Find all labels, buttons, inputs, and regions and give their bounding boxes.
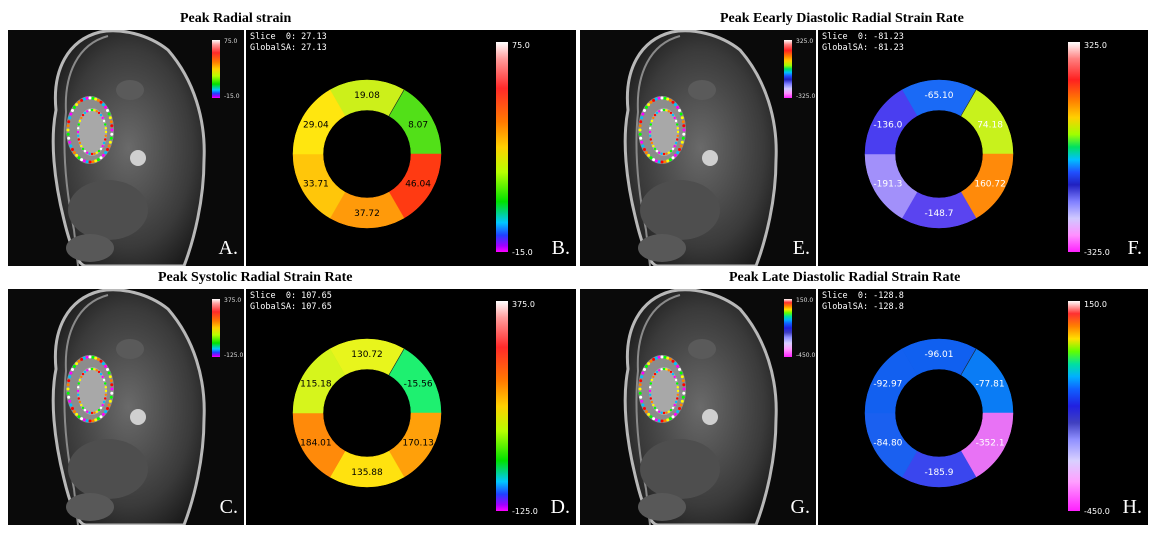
color-scale — [496, 301, 508, 511]
color-scale — [1068, 301, 1080, 511]
panel-title: Peak Radial strain — [180, 11, 292, 26]
ring-segment — [292, 89, 346, 155]
scale-max-label: 150.0 — [1084, 300, 1107, 309]
panel-letter: E. — [792, 237, 810, 259]
segment-value-label: -15.56 — [404, 380, 433, 390]
segment-value-label: -65.10 — [924, 91, 953, 101]
mri-scale-min-label: -450.0 — [796, 352, 816, 359]
segment-value-label: -352.1 — [976, 439, 1005, 449]
mri-scan-drawing — [51, 30, 206, 266]
scale-max-label: 75.0 — [512, 41, 530, 50]
mri-image: 150.0 -450.0 G. — [580, 289, 816, 525]
color-scale — [1068, 42, 1080, 252]
mri-scale-min-label: -325.0 — [796, 93, 816, 100]
panel-letter: H. — [1122, 496, 1142, 518]
global-sa-readout: GlobalSA: 107.65 — [250, 302, 332, 312]
segment-value-label: 170.13 — [402, 439, 434, 449]
segment-value-label: -191.3 — [873, 180, 902, 190]
segment-value-label: 160.72 — [974, 180, 1006, 190]
segment-value-label: 8.07 — [408, 121, 428, 131]
segment-value-label: 130.72 — [351, 350, 383, 360]
polar-map-ring: 130.72 -15.56 170.13 135.88 184.01 115.18 — [292, 338, 442, 488]
segment-value-label: -77.81 — [976, 380, 1005, 390]
segment-value-label: 33.71 — [303, 180, 329, 190]
segment-value-label: -84.80 — [873, 439, 902, 449]
mri-color-scale — [784, 40, 792, 98]
segment-value-label: -148.7 — [924, 209, 953, 219]
polar-map-ring: -96.01 -77.81 -352.1 -185.9 -84.80 -92.97 — [864, 338, 1014, 488]
polar-map-ring: -65.10 74.18 160.72 -148.7 -191.3 -136.0 — [864, 79, 1014, 229]
mri-image: 75.0 -15.0 A. — [8, 30, 244, 266]
panel-title: Peak Systolic Radial Strain Rate — [158, 270, 353, 285]
global-sa-readout: GlobalSA: -81.23 — [822, 43, 904, 53]
segment-value-label: 37.72 — [354, 209, 380, 219]
slice-readout: Slice 0: -81.23 — [822, 32, 904, 42]
mri-color-scale — [212, 40, 220, 98]
segment-value-label: -136.0 — [873, 121, 902, 131]
mri-scale-max-label: 75.0 — [224, 38, 238, 45]
slice-readout: Slice 0: -128.8 — [822, 291, 904, 301]
segment-value-label: -185.9 — [924, 468, 953, 478]
scale-min-label: -450.0 — [1084, 507, 1110, 516]
mri-scan-drawing — [623, 30, 778, 266]
global-sa-readout: GlobalSA: -128.8 — [822, 302, 904, 312]
ring-segment — [864, 348, 918, 414]
panel-letter: D. — [550, 496, 570, 518]
global-sa-readout: GlobalSA: 27.13 — [250, 43, 327, 53]
mri-image: 325.0 -325.0 E. — [580, 30, 816, 266]
polar-map-panel: Slice 0: -81.23 GlobalSA: -81.23 -65.10 74.… — [818, 30, 1148, 266]
mri-scale-max-label: 150.0 — [796, 297, 814, 304]
panel-title: Peak Late Diastolic Radial Strain Rate — [729, 270, 961, 285]
segment-value-label: 115.18 — [300, 380, 332, 390]
segment-value-label: 46.04 — [405, 180, 431, 190]
panel-letter: G. — [790, 496, 810, 518]
scale-max-label: 325.0 — [1084, 41, 1107, 50]
polar-map-ring: 19.08 8.07 46.04 37.72 33.71 29.04 — [292, 79, 442, 229]
segment-value-label: 19.08 — [354, 91, 380, 101]
polar-map-panel: Slice 0: -128.8 GlobalSA: -128.8 -96.01 -77… — [818, 289, 1148, 525]
ring-segment — [864, 89, 918, 155]
slice-readout: Slice 0: 107.65 — [250, 291, 332, 301]
panel-letter: A. — [218, 237, 238, 259]
mri-color-scale — [784, 299, 792, 357]
mri-scale-max-label: 375.0 — [224, 297, 242, 304]
mri-scan-drawing — [623, 289, 778, 525]
slice-readout: Slice 0: 27.13 — [250, 32, 327, 42]
panel-title: Peak Eearly Diastolic Radial Strain Rate — [720, 11, 964, 26]
mri-color-scale — [212, 299, 220, 357]
mri-scale-max-label: 325.0 — [796, 38, 814, 45]
scale-min-label: -15.0 — [512, 248, 533, 257]
polar-map-panel: Slice 0: 27.13 GlobalSA: 27.13 19.08 8.07 46… — [246, 30, 576, 266]
scale-min-label: -325.0 — [1084, 248, 1110, 257]
segment-value-label: 29.04 — [303, 121, 329, 131]
color-scale — [496, 42, 508, 252]
segment-value-label: 184.01 — [300, 439, 332, 449]
panel-letter: F. — [1127, 237, 1142, 259]
segment-value-label: -96.01 — [924, 350, 953, 360]
mri-scale-min-label: -125.0 — [224, 352, 244, 359]
mri-image: 375.0 -125.0 C. — [8, 289, 244, 525]
segment-value-label: 74.18 — [977, 121, 1003, 131]
scale-max-label: 375.0 — [512, 300, 535, 309]
scale-min-label: -125.0 — [512, 507, 538, 516]
panel-letter: B. — [551, 237, 570, 259]
mri-scale-min-label: -15.0 — [224, 93, 240, 100]
polar-map-panel: Slice 0: 107.65 GlobalSA: 107.65 130.72 -15… — [246, 289, 576, 525]
segment-value-label: -92.97 — [873, 380, 902, 390]
ring-segment — [292, 348, 346, 414]
segment-value-label: 135.88 — [351, 468, 383, 478]
mri-scan-drawing — [51, 289, 206, 525]
panel-letter: C. — [219, 496, 238, 518]
